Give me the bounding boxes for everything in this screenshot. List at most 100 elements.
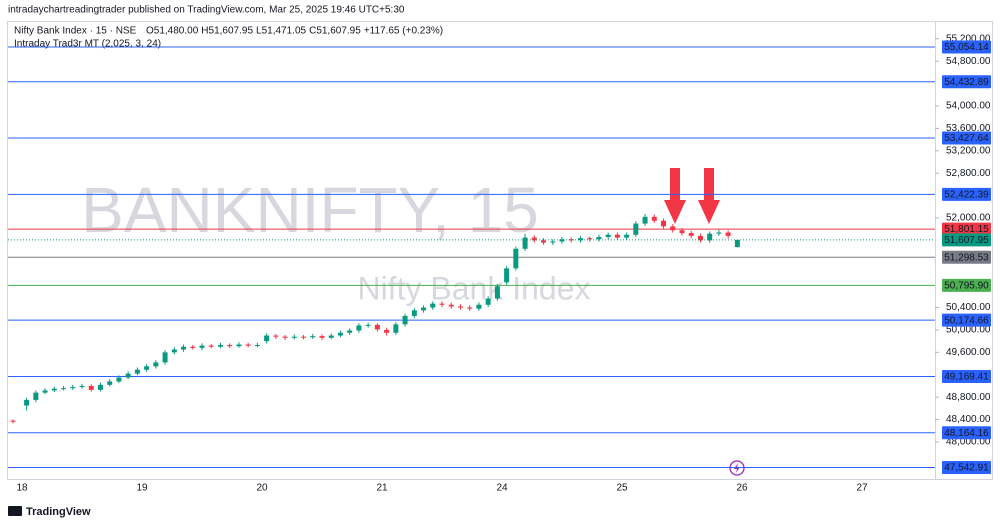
x-tick-label: 27 bbox=[856, 483, 868, 494]
candle-body bbox=[559, 239, 565, 242]
candle-body bbox=[476, 304, 482, 309]
candle-body bbox=[208, 345, 214, 347]
candle-body bbox=[734, 239, 740, 248]
candle-body bbox=[144, 366, 150, 370]
y-tick-label: 54,000.00 bbox=[946, 101, 991, 112]
candle-body bbox=[70, 387, 76, 389]
candle-body bbox=[356, 325, 362, 331]
candle-body bbox=[393, 324, 399, 333]
candle-body bbox=[42, 390, 48, 393]
y-tick-label: 55,200.00 bbox=[946, 33, 991, 44]
candle-body bbox=[97, 384, 103, 390]
y-tick-label: 53,200.00 bbox=[946, 145, 991, 156]
y-tick-label: 54,800.00 bbox=[946, 56, 991, 67]
x-tick-label: 19 bbox=[136, 483, 148, 494]
candle-body bbox=[10, 420, 16, 422]
candle-body bbox=[448, 304, 454, 307]
ohlc-legend-item: H bbox=[201, 26, 208, 37]
candle-body bbox=[254, 345, 260, 347]
last-price-label-bg bbox=[942, 233, 991, 247]
level-label-bg bbox=[942, 131, 991, 145]
candle-body bbox=[347, 330, 353, 333]
level-label-bg bbox=[942, 75, 991, 89]
candle-body bbox=[550, 241, 556, 243]
candle-body bbox=[199, 345, 205, 348]
x-tick-label: 26 bbox=[736, 483, 748, 494]
level-label-bg bbox=[942, 313, 991, 327]
ohlc-legend-item: 51,471.05 bbox=[262, 26, 307, 37]
candle-body bbox=[171, 349, 177, 353]
symbol-legend: Nifty Bank Index · 15 · NSE bbox=[14, 26, 137, 37]
candle-body bbox=[319, 336, 325, 338]
ohlc-legend-item: 51,480.00 bbox=[154, 26, 199, 37]
level-label: 52,422.39 bbox=[944, 189, 989, 200]
level-label: 53,427.64 bbox=[944, 133, 989, 144]
candle-body bbox=[614, 234, 620, 238]
level-label-bg bbox=[942, 278, 991, 292]
candle-body bbox=[337, 332, 343, 336]
level-label-bg bbox=[942, 250, 991, 264]
candle-body bbox=[439, 303, 445, 305]
candle-body bbox=[88, 385, 94, 390]
candle-body bbox=[577, 238, 583, 241]
ohlc-legend-item: O bbox=[146, 26, 154, 37]
level-label: 51,801.15 bbox=[944, 224, 989, 235]
candle-body bbox=[531, 237, 537, 241]
candle-body bbox=[227, 345, 233, 347]
last-price-label: 51,607.95 bbox=[944, 235, 989, 246]
candle-body bbox=[125, 373, 131, 378]
watermark-name: Nifty Bank Index bbox=[358, 270, 591, 306]
candle-body bbox=[384, 329, 390, 333]
candle-body bbox=[153, 362, 159, 367]
level-label: 50,795.90 bbox=[944, 281, 989, 292]
candle-body bbox=[162, 352, 168, 363]
candle-body bbox=[651, 216, 657, 221]
ohlc-legend-item: 51,607.95 bbox=[209, 26, 254, 37]
candle-body bbox=[522, 237, 528, 249]
level-label: 47,542.91 bbox=[944, 463, 989, 474]
candle-body bbox=[107, 381, 113, 385]
candle-body bbox=[457, 306, 463, 308]
candle-body bbox=[661, 220, 667, 227]
level-label-bg bbox=[942, 187, 991, 201]
candle-body bbox=[282, 336, 288, 338]
candle-body bbox=[688, 233, 694, 236]
arrow-annotation bbox=[664, 168, 686, 224]
candle-body bbox=[716, 232, 722, 234]
level-label-bg bbox=[942, 222, 991, 236]
candle-body bbox=[134, 369, 140, 374]
level-label: 49,169.41 bbox=[944, 372, 989, 383]
candle-body bbox=[504, 268, 510, 283]
candle-body bbox=[273, 335, 279, 337]
candle-body bbox=[707, 233, 713, 241]
x-tick-label: 25 bbox=[616, 483, 628, 494]
level-label-bg bbox=[942, 461, 991, 475]
candle-body bbox=[430, 303, 436, 308]
candle-body bbox=[421, 307, 427, 311]
y-tick-label: 52,800.00 bbox=[946, 168, 991, 179]
ohlc-legend-item: 51,607.95 bbox=[316, 26, 361, 37]
watermark-symbol: BANKNIFTY, 15 bbox=[81, 174, 539, 246]
x-tick-label: 18 bbox=[16, 483, 28, 494]
candle-body bbox=[374, 324, 380, 330]
level-label: 50,174.66 bbox=[944, 315, 989, 326]
candle-body bbox=[291, 336, 297, 338]
candle-body bbox=[245, 344, 251, 346]
candle-body bbox=[513, 248, 519, 269]
candle-body bbox=[236, 344, 242, 347]
candle-body bbox=[670, 226, 676, 231]
y-tick-label: 49,600.00 bbox=[946, 347, 991, 358]
candle-body bbox=[24, 399, 30, 406]
candle-body bbox=[605, 234, 611, 238]
brand-logo bbox=[8, 506, 22, 516]
candle-body bbox=[642, 216, 648, 224]
x-tick-label: 20 bbox=[256, 483, 268, 494]
level-label-bg bbox=[942, 40, 991, 54]
candle-body bbox=[494, 286, 500, 299]
candle-body bbox=[264, 335, 270, 342]
candle-body bbox=[596, 237, 602, 240]
candle-body bbox=[402, 315, 408, 325]
